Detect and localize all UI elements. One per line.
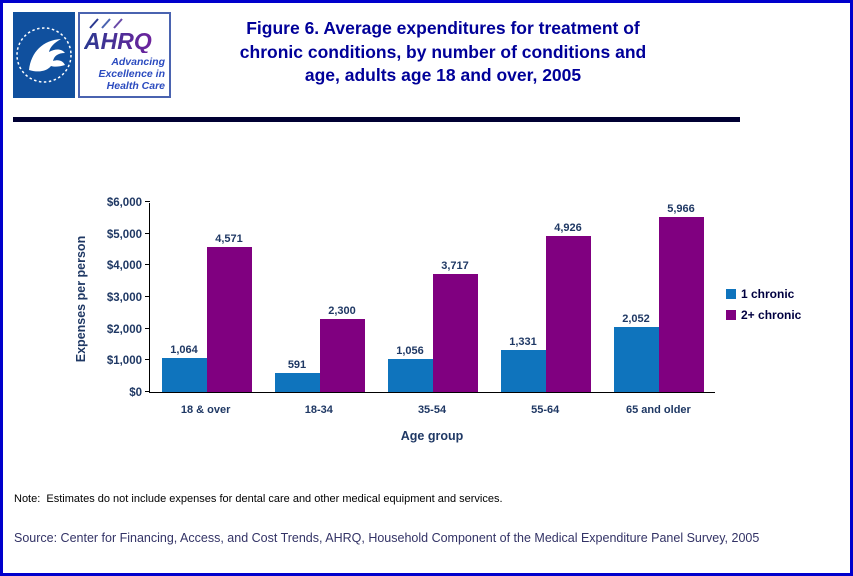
y-tick-label: $2,000 bbox=[106, 323, 142, 336]
y-tick-mark bbox=[145, 359, 150, 361]
legend-item: 1 chronic bbox=[726, 287, 801, 301]
bar-group: 1,331 4,926 bbox=[489, 203, 602, 392]
note-text: Note: Estimates do not include expenses … bbox=[14, 493, 503, 505]
bar-wrap: 5,966 bbox=[658, 203, 704, 392]
bar-wrap: 4,926 bbox=[545, 203, 591, 392]
y-tick-label: $0 bbox=[129, 387, 142, 399]
x-tick-label: 55-64 bbox=[531, 404, 560, 416]
bar bbox=[319, 319, 365, 392]
bar bbox=[387, 358, 433, 392]
legend-swatch-icon bbox=[726, 289, 736, 299]
header-divider bbox=[13, 117, 740, 122]
bar-value-label: 591 bbox=[287, 359, 307, 372]
ahrq-logo: AHRQ Advancing Excellence in Health Care bbox=[78, 12, 171, 98]
bar-group: 591 2,300 bbox=[263, 203, 376, 392]
bar-value-label: 1,056 bbox=[396, 344, 424, 357]
legend-label: 1 chronic bbox=[741, 287, 795, 301]
bar bbox=[500, 349, 546, 392]
source-text: Source: Center for Financing, Access, an… bbox=[14, 531, 760, 545]
y-tick-mark bbox=[145, 201, 150, 202]
y-tick-label: $1,000 bbox=[106, 355, 142, 368]
plot-area: 1,064 4,571 591 2,300 1,056 3,717 1,331 4,926 2,… bbox=[107, 197, 715, 399]
legend-swatch-icon bbox=[726, 310, 736, 320]
bar-value-label: 2,300 bbox=[328, 305, 356, 318]
bar-value-label: 3,717 bbox=[441, 260, 469, 273]
bar-wrap: 1,064 bbox=[161, 203, 207, 392]
bar-group: 1,064 4,571 bbox=[150, 203, 263, 392]
y-tick-mark bbox=[145, 296, 150, 297]
bar-wrap: 591 bbox=[274, 203, 320, 392]
x-axis-category-labels: 18 & over 18-34 35-54 55-64 65 and older bbox=[149, 404, 715, 416]
bar-value-label: 5,966 bbox=[667, 203, 695, 215]
hhs-eagle-icon bbox=[13, 12, 75, 98]
y-tick-label: $4,000 bbox=[106, 260, 142, 273]
bar-groups: 1,064 4,571 591 2,300 1,056 3,717 1,331 4,926 2,… bbox=[150, 203, 715, 392]
bar-value-label: 2,052 bbox=[622, 313, 650, 326]
x-tick-label: 18 & over bbox=[180, 404, 231, 416]
bar-wrap: 1,056 bbox=[387, 203, 433, 392]
y-tick-label: $6,000 bbox=[106, 197, 142, 209]
ahrq-acronym: AHRQ bbox=[84, 29, 165, 53]
y-tick-label: $5,000 bbox=[106, 228, 142, 241]
legend: 1 chronic 2+ chronic bbox=[726, 287, 801, 329]
bar-wrap: 2,052 bbox=[613, 203, 659, 392]
y-tick-label: $3,000 bbox=[106, 292, 142, 304]
bar-value-label: 4,926 bbox=[554, 222, 582, 235]
bar-wrap: 3,717 bbox=[432, 203, 478, 392]
bar bbox=[613, 327, 659, 392]
y-tick-mark bbox=[145, 391, 150, 392]
y-tick-mark bbox=[145, 232, 150, 234]
bar-wrap: 2,300 bbox=[319, 203, 365, 392]
bar-value-label: 1,331 bbox=[509, 335, 537, 348]
x-tick-label: 65 and older bbox=[626, 404, 691, 416]
ahrq-tagline: Advancing Excellence in Health Care bbox=[98, 56, 165, 93]
y-tick-mark bbox=[145, 264, 150, 266]
legend-item: 2+ chronic bbox=[726, 308, 801, 322]
bar bbox=[274, 373, 320, 392]
x-tick-label: 18-34 bbox=[304, 404, 333, 416]
ahrq-figures-icon bbox=[89, 18, 123, 29]
bar-group: 1,056 3,717 bbox=[376, 203, 489, 392]
legend-label: 2+ chronic bbox=[741, 308, 802, 322]
figure-title: Figure 6. Average expenditures for treat… bbox=[239, 18, 647, 86]
bar-wrap: 4,571 bbox=[206, 203, 252, 392]
bar-value-label: 1,064 bbox=[170, 344, 198, 357]
hhs-logo bbox=[13, 12, 75, 98]
bar-wrap: 1,331 bbox=[500, 203, 546, 392]
bar-group: 2,052 5,966 bbox=[602, 203, 715, 392]
bar bbox=[432, 274, 478, 392]
bar bbox=[206, 247, 252, 392]
bar bbox=[161, 358, 207, 392]
x-tick-label: 35-54 bbox=[417, 404, 447, 416]
bar bbox=[545, 236, 591, 392]
bar-value-label: 4,571 bbox=[215, 233, 243, 246]
x-axis-title: Age group bbox=[400, 429, 464, 443]
bar bbox=[658, 217, 704, 392]
y-tick-mark bbox=[145, 327, 150, 329]
